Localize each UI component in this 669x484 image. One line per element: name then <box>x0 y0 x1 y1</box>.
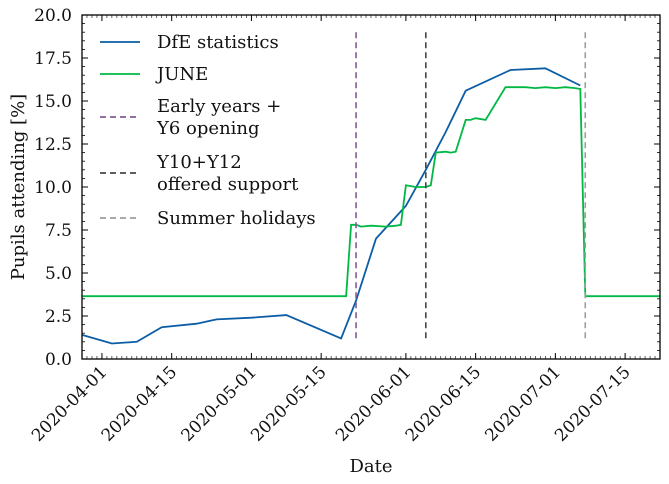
legend-label-3: Y10+Y12 offered support <box>156 152 299 195</box>
y-tick-label: 20.0 <box>34 6 72 26</box>
y-tick-label: 12.5 <box>34 135 72 155</box>
y-tick-label: 7.5 <box>45 221 72 241</box>
y-tick-label: 2.5 <box>45 307 72 327</box>
series-layer <box>81 67 660 345</box>
y-axis-label: Pupils attending [%] <box>8 94 29 280</box>
x-tick-label: 2020-07-15 <box>551 362 634 445</box>
y-tick-label: 10.0 <box>34 178 72 198</box>
y-tick-label: 0.0 <box>45 350 72 370</box>
legend-label-4: Summer holidays <box>157 208 316 229</box>
tick-layer: 0.0 2.5 5.0 7.5 10.0 12.5 15.0 17.5 20.0 2020-04-… <box>28 6 661 446</box>
y-tick-label: 15.0 <box>34 92 72 112</box>
x-tick-label: 2020-06-15 <box>402 362 485 445</box>
legend-label-2: Early years + Y6 opening <box>156 96 281 139</box>
x-tick-label: 2020-05-15 <box>247 362 330 445</box>
y-tick-label: 5.0 <box>45 264 72 284</box>
series-line-1 <box>82 86 660 298</box>
legend-label-1: JUNE <box>155 64 208 85</box>
series-line-0 <box>81 67 581 345</box>
y-tick-label: 17.5 <box>34 49 72 69</box>
legend-label-0: DfE statistics <box>157 32 279 53</box>
x-axis-label: Date <box>349 456 392 477</box>
vline-layer <box>355 32 587 342</box>
legend: DfE statistics JUNE Early years + Y6 openin… <box>100 32 316 229</box>
x-tick-label: 2020-04-15 <box>98 362 181 445</box>
